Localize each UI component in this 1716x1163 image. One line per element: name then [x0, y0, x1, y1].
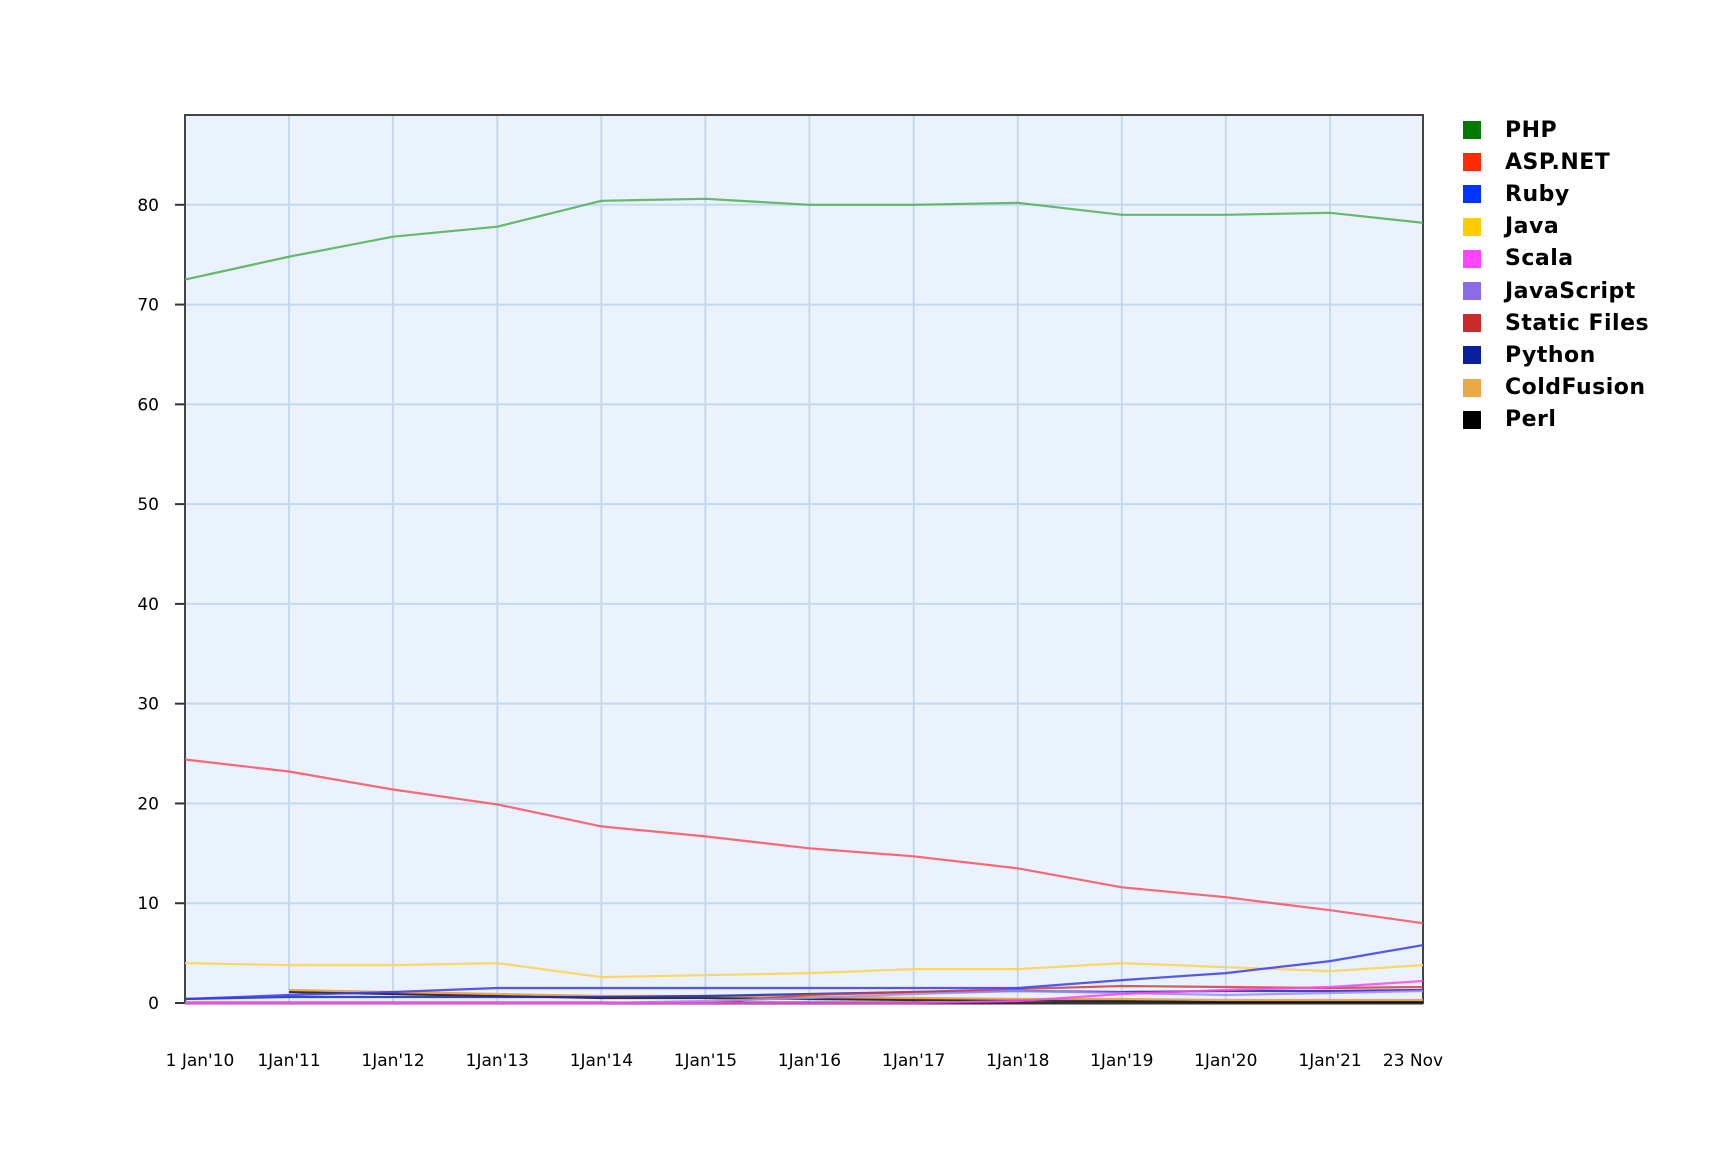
- legend-label: ASP.NET: [1505, 149, 1611, 175]
- legend-swatch: [1463, 410, 1481, 429]
- y-tick-label: 10: [137, 894, 159, 914]
- legend-swatch: [1463, 217, 1481, 236]
- legend-label: Perl: [1505, 407, 1557, 433]
- y-tick-label: 80: [137, 196, 159, 216]
- x-tick-label: 1Jan'13: [466, 1051, 529, 1071]
- legend-item[interactable]: ColdFusion: [1463, 372, 1649, 404]
- legend-item[interactable]: ASP.NET: [1463, 146, 1649, 178]
- legend-swatch: [1463, 249, 1481, 268]
- legend-item[interactable]: Ruby: [1463, 178, 1649, 210]
- x-tick-label: 1Jan'14: [570, 1051, 633, 1071]
- x-tick-label: 1Jan'17: [882, 1051, 945, 1071]
- x-tick-label: 1Jan'19: [1090, 1051, 1153, 1071]
- x-tick-label: 1Jan'16: [778, 1051, 841, 1071]
- legend-item[interactable]: Static Files: [1463, 307, 1649, 339]
- legend-label: Scala: [1505, 246, 1574, 272]
- legend-swatch: [1463, 121, 1481, 140]
- y-tick-label: 50: [137, 495, 159, 515]
- legend-item[interactable]: Scala: [1463, 243, 1649, 275]
- x-tick-label: 1 Jan'10: [166, 1051, 235, 1071]
- x-tick-label: 1Jan'15: [674, 1051, 737, 1071]
- series-line-java: [184, 961, 1424, 979]
- legend-swatch: [1463, 314, 1481, 333]
- legend-swatch: [1463, 346, 1481, 365]
- legend-item[interactable]: PHP: [1463, 114, 1649, 146]
- legend-label: JavaScript: [1505, 278, 1636, 304]
- series-line-ruby: [184, 944, 1424, 1001]
- series-line-php: [184, 197, 1424, 281]
- x-tick-label: 1Jan'21: [1298, 1051, 1361, 1071]
- legend-item[interactable]: JavaScript: [1463, 275, 1649, 307]
- y-tick-label: 40: [137, 595, 159, 615]
- series-line-perl: [288, 990, 1423, 1004]
- legend: PHP ASP.NET Ruby Java Scala JavaScript Static …: [1463, 114, 1649, 436]
- legend-swatch: [1463, 378, 1481, 397]
- x-tick-label: 1Jan'18: [986, 1051, 1049, 1071]
- legend-swatch: [1463, 153, 1481, 172]
- y-tick-label: 30: [137, 695, 159, 715]
- y-tick-label: 70: [137, 296, 159, 316]
- x-tick-label: 1Jan'12: [361, 1051, 424, 1071]
- y-tick-label: 0: [148, 994, 159, 1014]
- legend-label: Static Files: [1505, 310, 1650, 336]
- legend-swatch: [1463, 282, 1481, 301]
- legend-label: Java: [1505, 214, 1560, 240]
- legend-label: PHP: [1505, 117, 1558, 143]
- legend-label: ColdFusion: [1505, 375, 1646, 401]
- legend-item[interactable]: Java: [1463, 211, 1649, 243]
- y-tick-label: 20: [137, 794, 159, 814]
- plot-area: [185, 115, 1423, 1003]
- x-tick-label: 1Jan'20: [1194, 1051, 1257, 1071]
- x-tick-label: 23 Nov: [1383, 1051, 1443, 1071]
- legend-label: Ruby: [1505, 181, 1570, 207]
- x-tick-label: 1Jan'11: [257, 1051, 320, 1071]
- legend-item[interactable]: Perl: [1463, 404, 1649, 436]
- series-line-asp-net: [184, 758, 1424, 925]
- series-line-coldfusion: [288, 988, 1423, 1002]
- legend-swatch: [1463, 185, 1481, 204]
- legend-label: Python: [1505, 342, 1596, 368]
- series-line-scala: [185, 979, 1424, 1005]
- y-tick-label: 60: [137, 395, 159, 415]
- legend-item[interactable]: Python: [1463, 339, 1649, 371]
